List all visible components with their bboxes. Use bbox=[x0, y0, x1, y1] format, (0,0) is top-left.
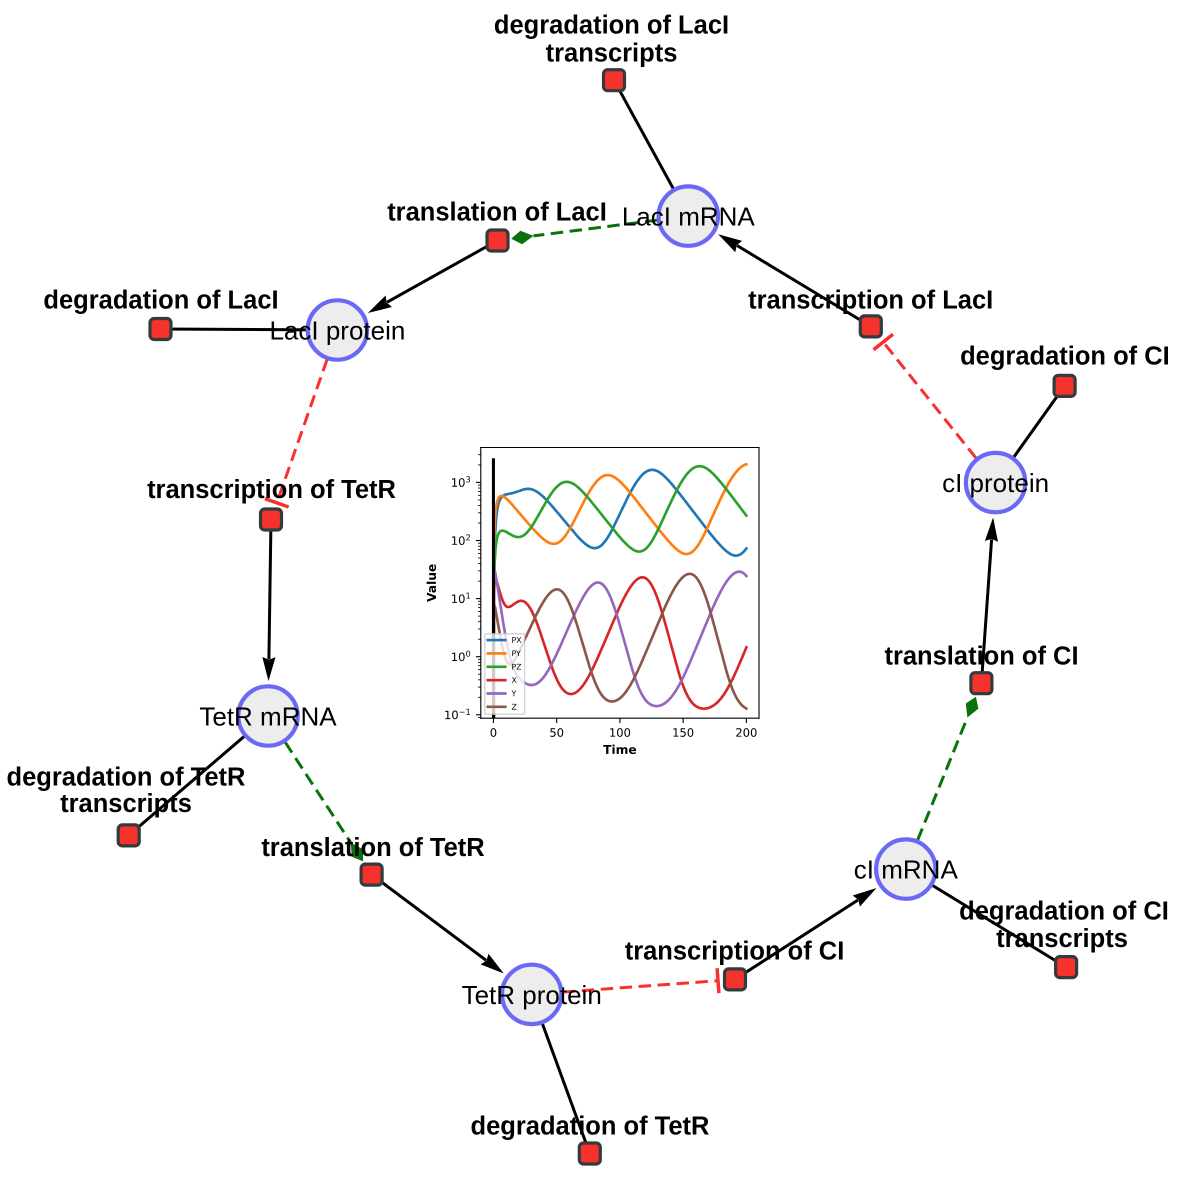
svg-text:degradation of TetR: degradation of TetR bbox=[471, 1113, 710, 1141]
svg-text:degradation of TetR: degradation of TetR bbox=[7, 764, 246, 792]
svg-text:degradation of LacI: degradation of LacI bbox=[43, 287, 278, 315]
svg-text:LacI protein: LacI protein bbox=[269, 316, 405, 346]
svg-text:translation of TetR: translation of TetR bbox=[261, 834, 484, 862]
svg-text:transcripts: transcripts bbox=[60, 790, 192, 818]
svg-text:TetR protein: TetR protein bbox=[462, 980, 602, 1010]
svg-text:degradation of CI: degradation of CI bbox=[960, 343, 1170, 371]
svg-text:cI protein: cI protein bbox=[942, 468, 1049, 498]
svg-text:translation of CI: translation of CI bbox=[884, 643, 1078, 671]
svg-text:TetR mRNA: TetR mRNA bbox=[199, 702, 337, 732]
svg-text:transcription of LacI: transcription of LacI bbox=[748, 287, 993, 315]
svg-text:transcription of CI: transcription of CI bbox=[625, 938, 845, 966]
svg-text:degradation of CI: degradation of CI bbox=[959, 898, 1169, 926]
svg-text:LacI mRNA: LacI mRNA bbox=[622, 202, 756, 232]
svg-text:degradation of LacI: degradation of LacI bbox=[494, 12, 729, 40]
svg-text:transcription of TetR: transcription of TetR bbox=[147, 476, 396, 504]
svg-text:translation of LacI: translation of LacI bbox=[387, 199, 607, 227]
svg-text:transcripts: transcripts bbox=[996, 925, 1128, 953]
svg-text:transcripts: transcripts bbox=[546, 40, 678, 68]
svg-text:cI mRNA: cI mRNA bbox=[854, 855, 959, 885]
